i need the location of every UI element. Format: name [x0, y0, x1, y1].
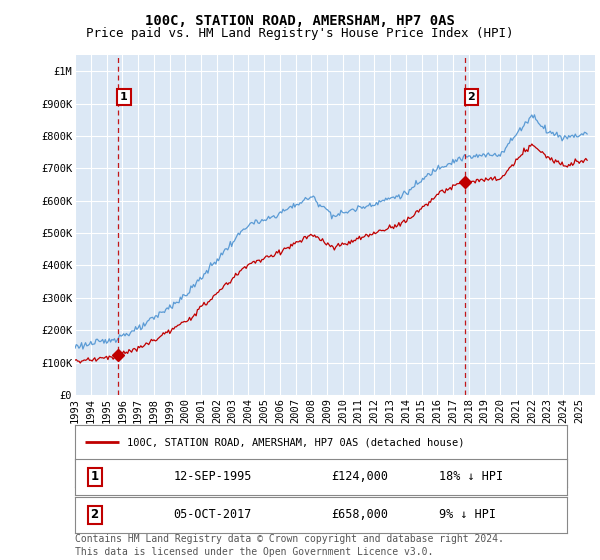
Text: 100C, STATION ROAD, AMERSHAM, HP7 0AS (detached house): 100C, STATION ROAD, AMERSHAM, HP7 0AS (d… — [127, 437, 464, 447]
Text: 18% ↓ HPI: 18% ↓ HPI — [439, 470, 503, 483]
Text: £124,000: £124,000 — [331, 470, 388, 483]
Text: 05-OCT-2017: 05-OCT-2017 — [173, 508, 252, 521]
Text: 12-SEP-1995: 12-SEP-1995 — [173, 470, 252, 483]
Text: 1: 1 — [120, 92, 128, 102]
Text: 2: 2 — [91, 508, 99, 521]
Text: Contains HM Land Registry data © Crown copyright and database right 2024.
This d: Contains HM Land Registry data © Crown c… — [75, 534, 504, 557]
Text: 9% ↓ HPI: 9% ↓ HPI — [439, 508, 496, 521]
Text: Price paid vs. HM Land Registry's House Price Index (HPI): Price paid vs. HM Land Registry's House … — [86, 27, 514, 40]
Text: HPI: Average price, detached house, Buckinghamshire: HPI: Average price, detached house, Buck… — [127, 468, 445, 478]
Text: 100C, STATION ROAD, AMERSHAM, HP7 0AS: 100C, STATION ROAD, AMERSHAM, HP7 0AS — [145, 14, 455, 28]
Text: 1: 1 — [91, 470, 99, 483]
Text: £658,000: £658,000 — [331, 508, 388, 521]
Text: 2: 2 — [467, 92, 475, 102]
